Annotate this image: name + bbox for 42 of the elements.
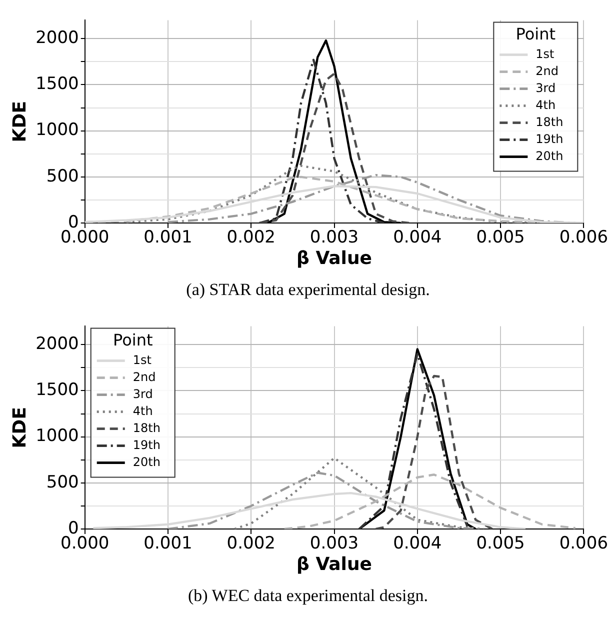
legend-label: 20th bbox=[536, 148, 564, 163]
legend-label: 18th bbox=[132, 420, 160, 435]
x-tick-label: 0.005 bbox=[476, 534, 525, 554]
legend-label: 3rd bbox=[536, 80, 556, 95]
x-tick-label: 0.004 bbox=[393, 228, 442, 248]
legend-label: 1st bbox=[536, 46, 555, 61]
y-tick-label: 1000 bbox=[36, 120, 79, 140]
x-tick-label: 0.001 bbox=[144, 534, 192, 554]
legend-label: 19th bbox=[132, 438, 160, 452]
y-tick-label: 500 bbox=[46, 166, 79, 186]
x-axis-title: β Value bbox=[296, 248, 372, 269]
x-tick-label: 0.003 bbox=[310, 228, 359, 248]
legend-title: Point bbox=[516, 24, 556, 44]
y-tick-label: 1500 bbox=[36, 380, 79, 400]
y-tick-label: 1500 bbox=[36, 74, 79, 94]
legend-label: 4th bbox=[132, 404, 153, 418]
y-axis-title: KDE bbox=[9, 101, 30, 142]
x-tick-label: 0.004 bbox=[393, 534, 442, 554]
x-tick-label: 0.006 bbox=[559, 228, 608, 248]
x-tick-label: 0.002 bbox=[226, 534, 276, 554]
y-tick-label: 2000 bbox=[36, 334, 79, 354]
legend-label: 1st bbox=[132, 352, 152, 367]
legend-label: 4th bbox=[536, 98, 556, 112]
x-tick-label: 0.005 bbox=[476, 228, 525, 248]
x-axis-title: β Value bbox=[296, 554, 372, 575]
x-tick-label: 0.001 bbox=[144, 228, 192, 248]
y-tick-label: 500 bbox=[46, 472, 79, 492]
legend-label: 2nd bbox=[132, 370, 156, 384]
text: (a) STAR data experimental design. bbox=[185, 280, 431, 300]
x-tick-label: 0.006 bbox=[559, 534, 608, 554]
y-tick-label: 2000 bbox=[36, 28, 79, 48]
legend-label: 20th bbox=[132, 454, 160, 469]
legend-label: 19th bbox=[536, 132, 564, 146]
legend-label: 3rd bbox=[132, 386, 153, 401]
x-tick-label: 0.002 bbox=[226, 228, 276, 248]
legend-label: 2nd bbox=[536, 64, 559, 78]
legend-label: 18th bbox=[536, 114, 564, 129]
x-tick-label: 0.003 bbox=[310, 534, 359, 554]
y-axis-title: KDE bbox=[9, 407, 30, 448]
legend-title: Point bbox=[112, 330, 153, 350]
text: (b) WEC data experimental design. bbox=[187, 586, 429, 606]
y-tick-label: 1000 bbox=[36, 426, 79, 446]
